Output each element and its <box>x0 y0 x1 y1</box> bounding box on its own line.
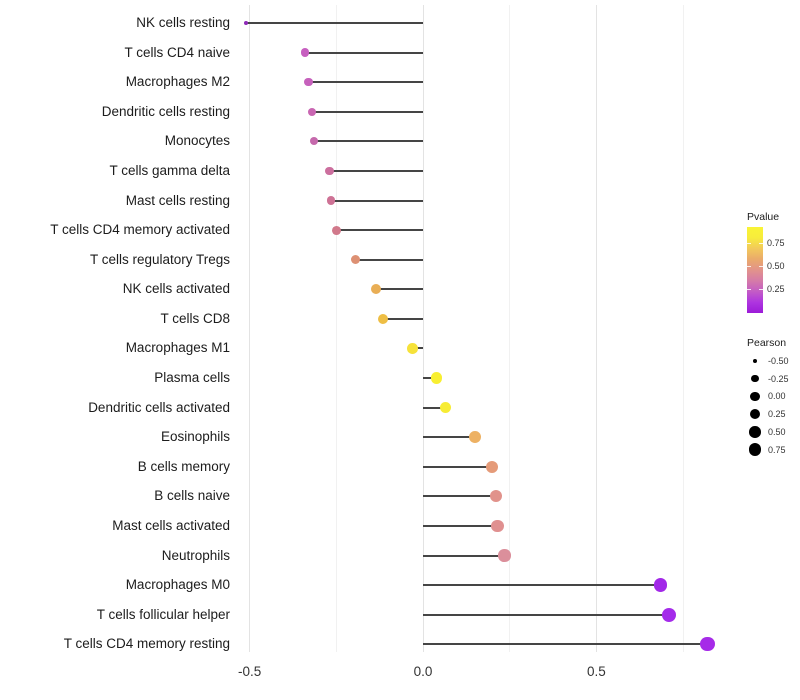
y-axis-label: Macrophages M0 <box>125 577 230 593</box>
size-legend-dot <box>749 408 761 420</box>
pvalue-colorbar <box>747 227 763 313</box>
data-point <box>300 48 310 57</box>
gridline-major <box>249 5 251 652</box>
colorbar-tick-label: 0.50 <box>767 261 785 271</box>
y-axis-label: T cells gamma delta <box>109 162 230 178</box>
x-tick-label: 0.5 <box>587 664 606 679</box>
y-axis-label: Plasma cells <box>154 370 230 386</box>
colorbar-tick-label: 0.75 <box>767 238 785 248</box>
size-legend-label: -0.25 <box>768 373 789 384</box>
gridline-minor <box>509 5 511 652</box>
y-axis-label: Dendritic cells resting <box>101 103 230 119</box>
stem <box>355 258 423 261</box>
x-tick-label: 0.0 <box>413 664 433 679</box>
size-legend-dot <box>752 358 758 364</box>
colorbar-tick <box>747 243 751 244</box>
stem <box>423 465 493 468</box>
size-legend-label: 0.25 <box>768 409 786 420</box>
y-axis-label: T cells regulatory Tregs <box>89 251 230 267</box>
gridline-minor <box>335 5 337 652</box>
y-axis-label: Macrophages M1 <box>125 340 230 356</box>
y-axis-label: T cells CD8 <box>160 310 230 326</box>
data-point <box>326 196 336 205</box>
size-legend-label: 0.75 <box>768 444 786 455</box>
y-axis-label: T cells CD4 memory activated <box>50 222 230 238</box>
colorbar-tick-label: 0.25 <box>767 284 785 294</box>
stem <box>423 613 670 616</box>
data-point <box>653 578 668 593</box>
data-point <box>469 431 481 444</box>
data-point <box>431 372 443 384</box>
gridline-major <box>422 5 424 652</box>
pvalue-legend-title: Pvalue <box>747 211 780 223</box>
size-legend-dot <box>751 374 759 383</box>
data-point <box>700 637 715 652</box>
data-point <box>439 401 452 414</box>
stem <box>246 22 423 24</box>
data-point <box>243 20 249 26</box>
y-axis-label: NK cells resting <box>136 15 230 30</box>
size-legend-dot <box>749 426 761 438</box>
data-point <box>407 343 418 354</box>
size-legend-label: -0.50 <box>768 356 789 366</box>
y-axis-label: Neutrophils <box>161 547 230 563</box>
colorbar-tick <box>747 289 751 290</box>
y-axis-label: NK cells activated <box>122 281 230 297</box>
data-point <box>371 284 382 295</box>
data-point <box>489 490 502 503</box>
stem <box>313 140 423 143</box>
gridline-minor <box>682 5 684 652</box>
stem <box>423 554 505 557</box>
stem <box>329 169 423 172</box>
data-point <box>331 225 341 235</box>
data-point <box>324 166 334 176</box>
data-point <box>307 107 317 116</box>
colorbar-tick <box>759 289 763 290</box>
size-legend-dot <box>748 443 762 456</box>
data-point <box>486 460 499 473</box>
stem <box>331 199 423 202</box>
size-legend-dot <box>750 391 760 402</box>
stem <box>383 317 423 320</box>
data-point <box>491 519 504 533</box>
stem <box>423 643 708 646</box>
stem <box>308 81 423 84</box>
stem <box>305 51 423 54</box>
y-axis-label: Mast cells activated <box>112 517 230 533</box>
stem <box>376 288 423 291</box>
y-axis-label: T cells follicular helper <box>96 606 230 622</box>
y-axis-label: T cells CD4 naive <box>124 44 230 60</box>
size-legend-label: 0.00 <box>768 391 786 402</box>
data-point <box>350 254 361 265</box>
colorbar-tick <box>747 266 751 267</box>
stem <box>312 110 423 113</box>
y-axis-label: Mast cells resting <box>125 192 230 208</box>
colorbar-tick <box>759 266 763 267</box>
data-point <box>378 313 389 324</box>
gridline-major <box>595 5 597 652</box>
stem <box>423 495 496 498</box>
y-axis-label: Dendritic cells activated <box>88 399 230 415</box>
colorbar-tick <box>759 243 763 244</box>
stem <box>423 436 476 439</box>
stem <box>423 377 437 380</box>
stem <box>336 229 423 232</box>
x-tick-label: -0.5 <box>237 664 262 679</box>
data-point <box>304 78 313 87</box>
stem <box>423 584 661 587</box>
data-point <box>498 549 511 562</box>
size-legend-label: 0.50 <box>768 426 786 437</box>
data-point <box>662 607 677 622</box>
y-axis-label: B cells memory <box>137 458 230 474</box>
y-axis-label: Eosinophils <box>160 429 230 445</box>
stem <box>423 406 446 409</box>
y-axis-label: Macrophages M2 <box>125 74 230 90</box>
pearson-legend-title: Pearson <box>747 337 787 349</box>
data-point <box>309 137 318 146</box>
y-axis-label: B cells naive <box>154 488 230 504</box>
y-axis-label: Monocytes <box>164 133 230 149</box>
y-axis-label: T cells CD4 memory resting <box>63 636 230 652</box>
stem <box>423 524 498 527</box>
